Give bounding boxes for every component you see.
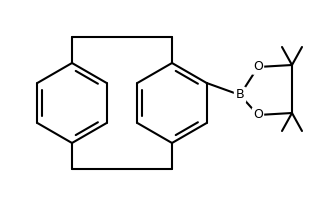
Text: B: B xyxy=(236,89,244,101)
Text: O: O xyxy=(253,60,263,74)
Text: O: O xyxy=(253,109,263,121)
